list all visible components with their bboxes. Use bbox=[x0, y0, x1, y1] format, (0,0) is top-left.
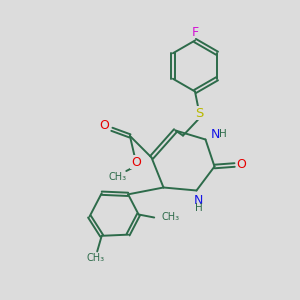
Text: O: O bbox=[237, 158, 246, 172]
Text: H: H bbox=[219, 129, 227, 139]
Text: N: N bbox=[194, 194, 204, 207]
Text: O: O bbox=[131, 155, 141, 169]
Text: CH₃: CH₃ bbox=[86, 253, 104, 263]
Text: H: H bbox=[195, 203, 203, 213]
Text: N: N bbox=[210, 128, 220, 141]
Text: F: F bbox=[191, 26, 199, 39]
Text: CH₃: CH₃ bbox=[162, 212, 180, 222]
Text: CH₃: CH₃ bbox=[109, 172, 127, 182]
Text: S: S bbox=[195, 106, 204, 120]
Text: O: O bbox=[100, 119, 109, 132]
